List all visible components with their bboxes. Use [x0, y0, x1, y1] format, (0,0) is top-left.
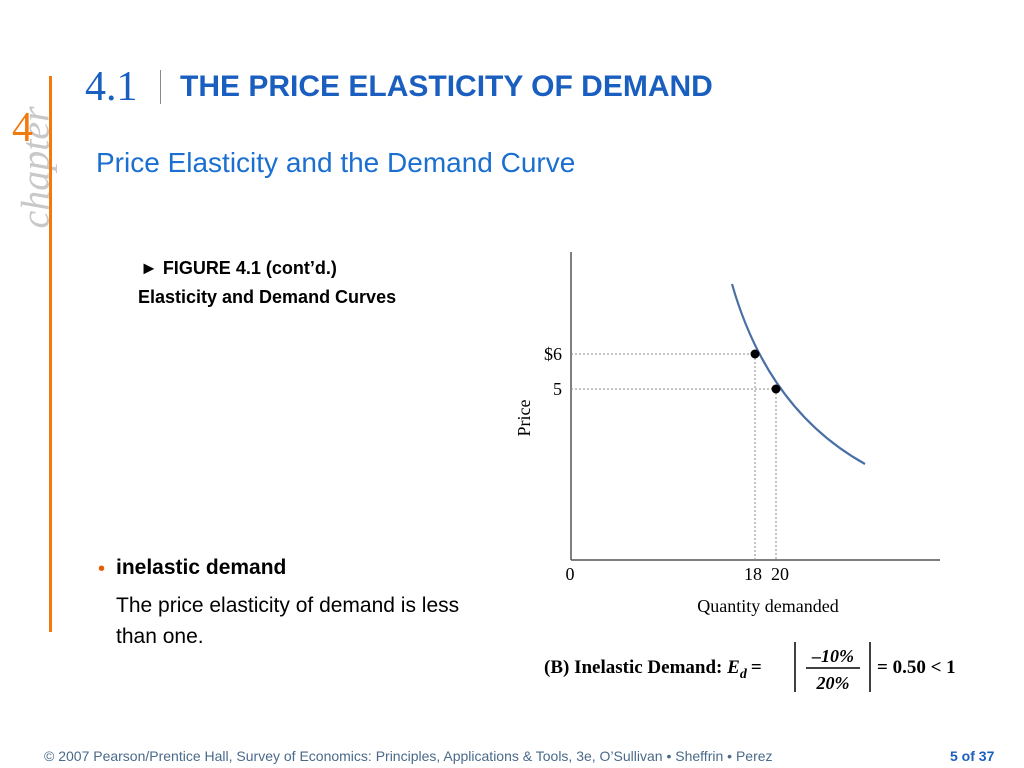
y-tick-label: 5 [553, 379, 562, 399]
y-tick-label: $6 [544, 344, 562, 364]
elasticity-symbol: E [726, 657, 740, 678]
caption-prefix: (B) Inelastic Demand: [544, 657, 722, 678]
elasticity-subscript: d [740, 667, 748, 682]
demand-curve [730, 283, 866, 465]
data-point-a [750, 349, 760, 359]
bullet-term: inelastic demand [116, 556, 287, 579]
chapter-number: 4 [12, 105, 33, 151]
page-number: 5 of 37 [950, 748, 995, 764]
x-tick-label: 20 [771, 564, 789, 584]
figure-label: ► FIGURE 4.1 (cont’d.) [140, 258, 337, 278]
y-axis-label: Price [514, 399, 534, 436]
caption-equals: = [751, 657, 762, 678]
formula-result: = 0.50 < 1 [877, 657, 956, 678]
section-separator [160, 70, 161, 104]
formula-numerator: –10% [811, 646, 854, 666]
section-title: THE PRICE ELASTICITY OF DEMAND [180, 70, 713, 103]
x-tick-label: 0 [566, 564, 575, 584]
chapter-divider-line [49, 76, 52, 632]
x-tick-label: 18 [744, 564, 762, 584]
data-point-b [771, 384, 781, 394]
bullet-definition: The price elasticity of demand is less t… [116, 594, 460, 648]
x-axis-label: Quantity demanded [697, 596, 838, 616]
figure-caption: Elasticity and Demand Curves [138, 287, 397, 307]
chart-caption: (B) Inelastic Demand: Ed = [544, 657, 762, 682]
demand-chart: $6 5 0 18 20 Quantity demanded Price (B)… [514, 252, 956, 693]
slide-subtitle: Price Elasticity and the Demand Curve [96, 147, 576, 178]
formula-denominator: 20% [816, 673, 850, 693]
footer-credit: © 2007 Pearson/Prentice Hall, Survey of … [44, 748, 773, 764]
section-number: 4.1 [85, 64, 138, 110]
bullet-icon: • [98, 558, 106, 580]
